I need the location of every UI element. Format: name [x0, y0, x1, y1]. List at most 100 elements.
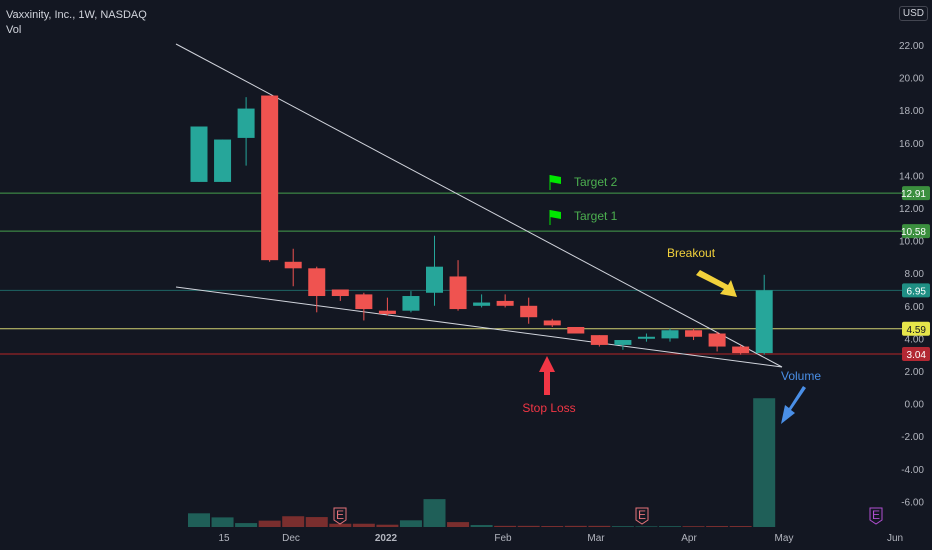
volume-bar [305, 517, 328, 527]
candle-body [496, 300, 514, 306]
x-tick-label: 15 [218, 533, 230, 544]
candle-body [567, 326, 585, 334]
earnings-marker-icon [635, 507, 649, 525]
breakout-arrow-icon [696, 270, 737, 297]
volume-bar [753, 398, 776, 527]
y-tick-label: -2.00 [901, 432, 924, 443]
candle-body [614, 340, 632, 345]
target1-flag-icon [550, 210, 561, 219]
candle-body [732, 346, 750, 354]
candle-body [708, 333, 726, 347]
stop-loss-arrow-icon [539, 356, 555, 395]
y-tick-label: -6.00 [901, 497, 924, 508]
y-tick-label: 20.00 [899, 74, 924, 85]
y-tick-label: 8.00 [905, 269, 925, 280]
candles [190, 95, 773, 355]
volume-bar [729, 526, 752, 527]
price-tag-target [902, 186, 930, 201]
volume-indicator-label: Vol [6, 24, 22, 36]
volume-bar [635, 526, 658, 527]
target1-label: Target 1 [574, 209, 618, 223]
price-tag-label: 12.91 [901, 189, 926, 200]
volume-bar [211, 517, 234, 527]
volume-bar [329, 523, 352, 527]
y-tick-label: 4.00 [905, 334, 925, 345]
annotations: Target 2 Target 1 Breakout Stop Loss Volume E… [333, 175, 883, 525]
stop-loss-label: Stop Loss [522, 401, 575, 415]
price-tag-label: 10.58 [901, 227, 926, 238]
candle-body [378, 310, 396, 314]
y-tick-label: 18.00 [899, 106, 924, 117]
breakout-label: Breakout [667, 246, 716, 260]
y-tick-label: 14.00 [899, 171, 924, 182]
volume-bar [706, 526, 729, 527]
candle-body [355, 294, 373, 310]
candle-body [637, 336, 655, 339]
candle-body [685, 330, 703, 337]
volume-bar [682, 526, 705, 527]
volume-bar [188, 513, 210, 527]
candle-body [755, 290, 773, 354]
earnings-marker-icon [333, 507, 347, 525]
volume-bar [517, 525, 540, 527]
price-tag-stop [902, 347, 930, 362]
x-tick-label: 2022 [375, 533, 398, 544]
volume-bars [188, 398, 776, 527]
x-tick-label: Jun [887, 533, 903, 544]
volume-bar [541, 526, 564, 527]
y-tick-label: 22.00 [899, 41, 924, 52]
y-tick-label: -4.00 [901, 465, 924, 476]
volume-bar [235, 523, 258, 527]
candle-body [473, 302, 491, 306]
volume-arrow-icon [781, 386, 806, 424]
x-tick-label: Dec [282, 533, 300, 544]
candle-body [331, 289, 349, 297]
volume-bar [564, 525, 587, 527]
price-tag-label: 3.04 [907, 350, 927, 361]
price-tag-label: 4.59 [907, 325, 927, 336]
earnings-marker-icon [869, 507, 883, 525]
candle-body [308, 268, 326, 297]
candle-body [237, 108, 255, 138]
volume-bar [376, 524, 399, 527]
candle-body [449, 276, 467, 310]
y-axis: 22.00 20.00 18.00 16.00 14.00 12.00 10.00 8.00 6… [899, 41, 924, 508]
price-tag-entry [902, 321, 930, 336]
x-tick-label: Feb [494, 533, 512, 544]
earnings-marker-label: E [336, 508, 344, 522]
earnings-marker-label: E [872, 508, 880, 522]
volume-bar [611, 526, 634, 527]
candle-body [590, 335, 608, 345]
volume-bar [447, 522, 470, 527]
target2-flag-icon [550, 175, 561, 184]
volume-bar [399, 520, 422, 527]
volume-bar [470, 525, 493, 527]
y-tick-label: 6.00 [905, 302, 925, 313]
volume-bar [282, 516, 305, 527]
candle-body [284, 261, 302, 269]
candle-body [661, 330, 679, 339]
earnings-marker-label: E [638, 508, 646, 522]
candle-body [261, 95, 279, 261]
currency-badge[interactable]: USD [898, 6, 928, 21]
volume-bar [258, 520, 281, 527]
candle-body [214, 139, 232, 182]
y-tick-label: 16.00 [899, 139, 924, 150]
price-lines: 12.91 10.58 6.95 4.59 3.04 [0, 186, 930, 362]
volume-bar [588, 525, 611, 527]
candle-body [190, 126, 208, 182]
candle-body [520, 305, 538, 318]
x-axis: 15 Dec 2022 Feb Mar Apr May Jun [218, 533, 903, 544]
y-tick-label: 0.00 [905, 400, 925, 411]
x-tick-label: May [775, 533, 794, 544]
lower-trend-line [175, 286, 783, 368]
y-tick-label: 2.00 [905, 367, 925, 378]
price-tag-current [902, 283, 930, 298]
candle-body [426, 266, 443, 293]
volume-bar [423, 499, 446, 527]
x-tick-label: Mar [587, 533, 605, 544]
price-tag-target [902, 224, 930, 239]
candle-body [543, 320, 561, 326]
symbol-title: Vaxxinity, Inc., 1W, NASDAQ [6, 9, 147, 21]
